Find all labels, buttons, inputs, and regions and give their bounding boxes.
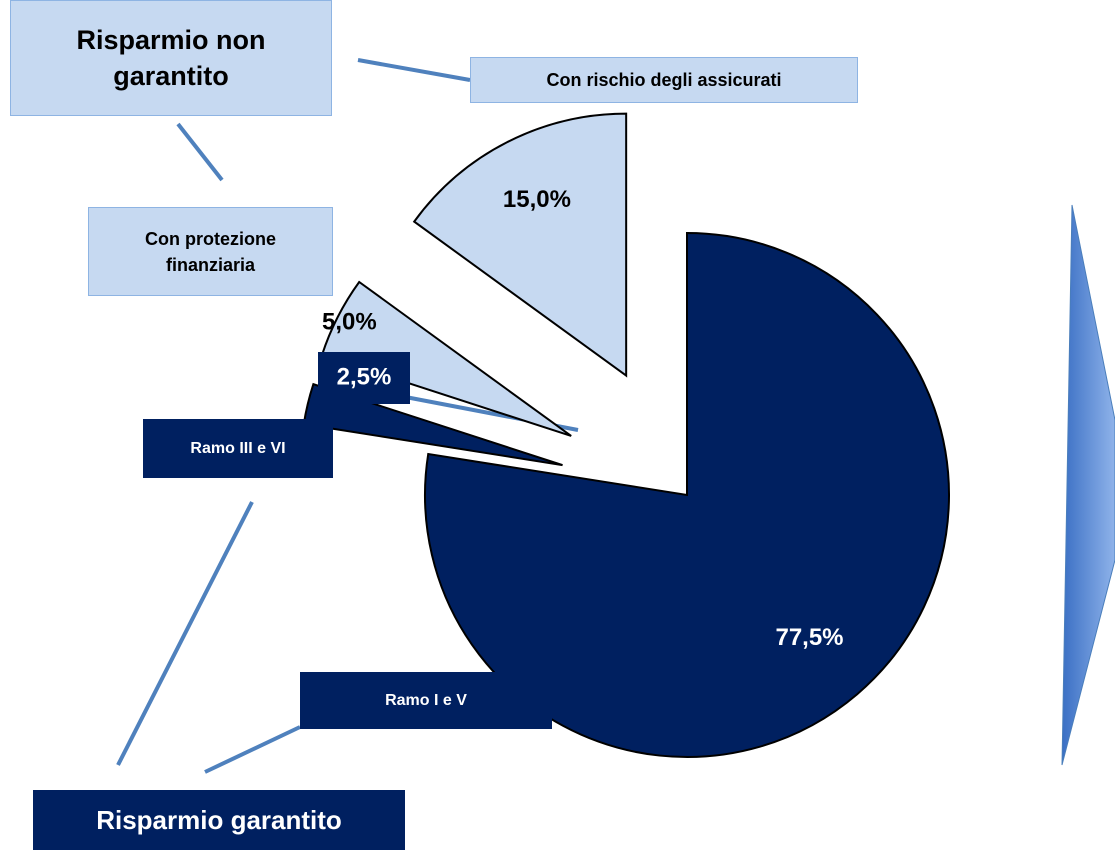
category-label: Ramo III e VI [143,419,333,478]
value-label: 2,5% [337,363,392,390]
value-label-box [318,352,410,404]
pie-slice [424,231,950,758]
category-label: Con rischio degli assicurati [470,57,858,103]
value-label: 5,0% [322,308,377,335]
value-labels: 77,5% 2,5% 5,0% 15,0% [318,186,844,651]
connector [357,58,471,82]
pie [302,112,950,758]
arrow-shape [1061,204,1115,766]
connector [176,122,224,182]
group-label: Risparmio non garantito [10,0,332,116]
value-label: 77,5% [775,624,843,651]
group-label: Risparmio garantito [33,790,405,850]
value-label: 15,0% [503,186,571,213]
pie-slice [412,112,628,378]
connector [116,501,254,766]
category-label: Ramo I e V [300,672,552,729]
connector [204,725,301,774]
category-label: Con protezione finanziaria [88,207,333,296]
